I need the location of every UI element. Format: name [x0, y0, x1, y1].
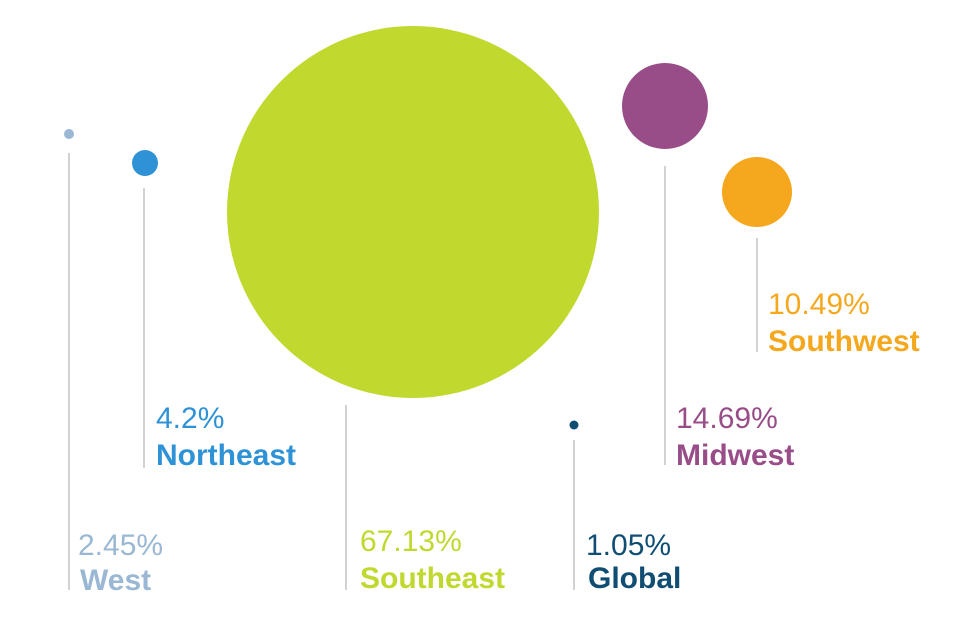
bubble-northeast[interactable] [132, 150, 158, 176]
value-label-west: 2.45% [78, 529, 163, 562]
value-label-northeast: 4.2% [156, 402, 224, 435]
category-label-southeast: Southeast [360, 562, 505, 595]
series-midwest: 14.69% Midwest [622, 63, 794, 472]
category-label-west: West [80, 564, 151, 597]
series-southeast: 67.13% Southeast [227, 26, 599, 595]
value-label-midwest: 14.69% [676, 402, 778, 435]
bubble-midwest[interactable] [622, 63, 708, 149]
value-label-southwest: 10.49% [768, 288, 870, 321]
series-global: 1.05% Global [569, 420, 681, 595]
bubble-west[interactable] [64, 129, 74, 139]
category-label-global: Global [588, 562, 681, 595]
bubble-global[interactable] [569, 420, 579, 430]
series-southwest: 10.49% Southwest [722, 157, 920, 358]
bubble-southeast[interactable] [227, 26, 599, 398]
bubble-southwest[interactable] [722, 157, 792, 227]
series-west: 2.45% West [64, 129, 163, 597]
category-label-southwest: Southwest [768, 325, 920, 358]
category-label-northeast: Northeast [156, 439, 296, 472]
series-northeast: 4.2% Northeast [132, 150, 296, 472]
value-label-southeast: 67.13% [360, 525, 462, 558]
category-label-midwest: Midwest [676, 439, 794, 472]
value-label-global: 1.05% [586, 529, 671, 562]
